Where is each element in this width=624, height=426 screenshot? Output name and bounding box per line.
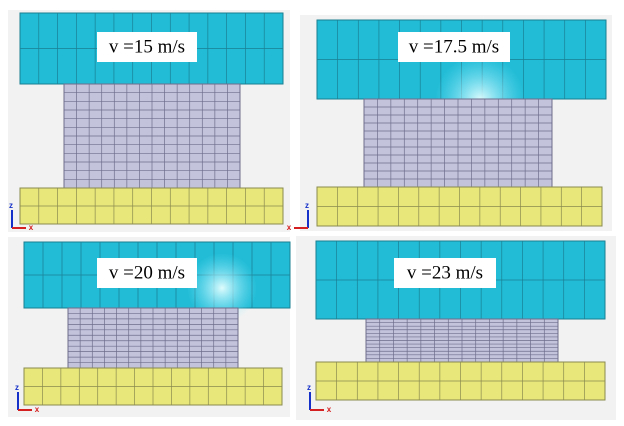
velocity-label: v =15 m/s: [109, 36, 185, 57]
z-axis-label: z: [9, 201, 13, 210]
panel: v =20 m/s z x: [8, 237, 291, 417]
x-axis-label: x: [29, 223, 34, 232]
panel: v =23 m/s z x: [296, 236, 616, 420]
z-axis-label: z: [15, 383, 19, 392]
label-box: [398, 32, 510, 62]
panel: v =15 m/s z x: [8, 10, 290, 232]
label-box: [394, 258, 496, 288]
z-axis-label: z: [305, 201, 309, 210]
x-axis-label: x: [35, 405, 40, 414]
panel: v =17.5 m/s z x: [287, 15, 612, 232]
label-box: [97, 258, 197, 288]
velocity-label: v =20 m/s: [109, 262, 185, 283]
x-axis-label: x: [327, 405, 332, 414]
highlight: [187, 253, 257, 323]
x-axis-label: x: [287, 223, 292, 232]
velocity-label: v =23 m/s: [407, 262, 483, 283]
label-box: [97, 32, 197, 62]
velocity-label: v =17.5 m/s: [409, 36, 499, 57]
z-axis-label: z: [307, 383, 311, 392]
